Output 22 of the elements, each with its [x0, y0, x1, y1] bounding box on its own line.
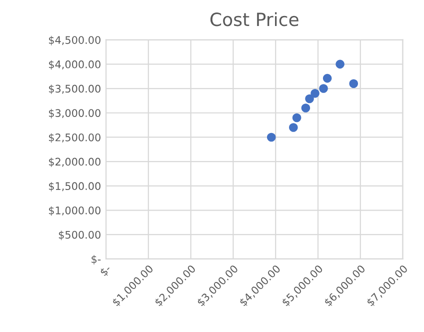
point — [292, 113, 302, 122]
chart-title: Cost Price — [210, 12, 298, 26]
y-tick-label: $1,500.00 — [48, 182, 100, 192]
x-tick-label: $- — [99, 264, 112, 278]
point — [305, 94, 314, 104]
point — [301, 104, 310, 112]
y-tick-label: $1,000.00 — [48, 206, 100, 216]
point — [322, 74, 332, 83]
point — [310, 89, 320, 98]
y-tick-label: $500.00 — [58, 230, 100, 240]
point — [319, 84, 328, 93]
point — [289, 123, 298, 132]
y-tick-label: $3,500.00 — [48, 84, 100, 94]
y-tick-label: $3,000.00 — [48, 108, 100, 118]
y-tick-label: $- — [92, 255, 101, 264]
point — [336, 60, 344, 69]
y-tick-label: $2,000.00 — [48, 158, 100, 168]
point — [266, 132, 276, 142]
y-tick-label: $4,000.00 — [48, 60, 100, 70]
y-tick-label: $4,500.00 — [48, 36, 100, 46]
point — [349, 79, 358, 88]
y-tick-label: $2,500.00 — [48, 133, 100, 143]
